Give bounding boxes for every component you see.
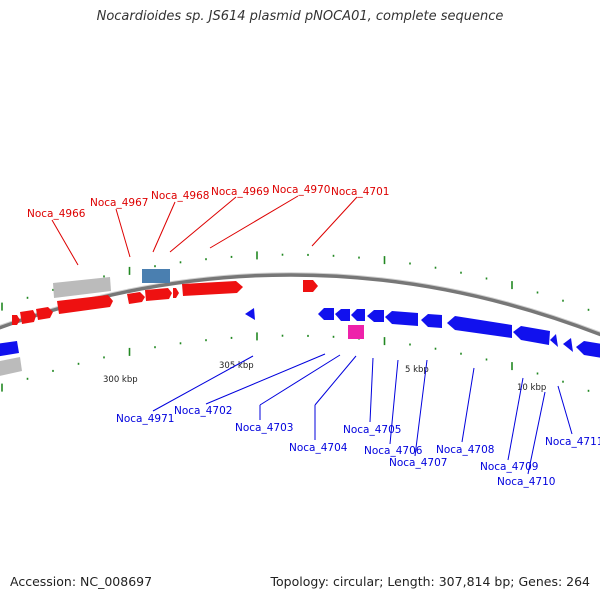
label-noca-4704[interactable]: Noca_4704 xyxy=(289,442,348,454)
label-noca-4705[interactable]: Noca_4705 xyxy=(343,424,401,436)
label-noca-4701[interactable]: Noca_4701 xyxy=(331,186,389,198)
leader-noca-4709 xyxy=(507,377,524,461)
gene-reverse[interactable] xyxy=(513,326,550,345)
gene-reverse[interactable] xyxy=(367,310,384,322)
reverse-genes xyxy=(0,308,600,358)
gene-reverse[interactable] xyxy=(335,309,350,321)
label-noca-4709[interactable]: Noca_4709 xyxy=(480,461,538,473)
label-noca-4702[interactable]: Noca_4702 xyxy=(174,405,232,417)
gene-reverse[interactable] xyxy=(318,308,334,320)
inner-tick-marks xyxy=(1,332,590,392)
gene-reverse[interactable] xyxy=(550,334,558,347)
label-noca-4707[interactable]: Noca_4707 xyxy=(389,457,447,469)
gene-reverse[interactable] xyxy=(245,308,255,320)
gene-gray-outer[interactable] xyxy=(53,277,111,298)
reverse-leaders xyxy=(152,353,573,475)
gene-forward[interactable] xyxy=(173,288,179,298)
gene-reverse[interactable] xyxy=(421,314,442,328)
forward-leaders xyxy=(51,195,358,266)
gene-forward[interactable] xyxy=(57,295,113,314)
gene-gray-inner[interactable] xyxy=(0,357,22,377)
label-noca-4971[interactable]: Noca_4971 xyxy=(116,413,174,425)
leader-noca-4711 xyxy=(557,385,573,435)
leader-noca-4704b xyxy=(314,355,357,406)
gene-reverse[interactable] xyxy=(576,341,600,358)
gene-reverse[interactable] xyxy=(0,341,19,357)
scale-label-305kbp: 305 kbp xyxy=(219,361,254,371)
leader-noca-4710 xyxy=(527,391,546,475)
label-noca-4708[interactable]: Noca_4708 xyxy=(436,444,494,456)
accession-label: Accession: NC_008697 xyxy=(10,574,153,589)
label-noca-4970[interactable]: Noca_4970 xyxy=(272,184,330,196)
leader-noca-4708 xyxy=(461,367,475,443)
leader-noca-4968 xyxy=(152,201,176,253)
gene-magenta[interactable] xyxy=(348,325,364,339)
label-noca-4969[interactable]: Noca_4969 xyxy=(211,186,269,198)
label-noca-4703[interactable]: Noca_4703 xyxy=(235,422,293,434)
label-noca-4711[interactable]: Noca_4711 xyxy=(545,436,600,448)
leader-noca-4702 xyxy=(205,353,326,405)
leader-noca-4705 xyxy=(369,357,374,423)
gene-forward[interactable] xyxy=(303,280,318,292)
leader-noca-4967 xyxy=(115,208,131,258)
label-noca-4706[interactable]: Noca_4706 xyxy=(364,445,423,457)
scale-label-300kbp: 300 kbp xyxy=(103,375,138,385)
label-noca-4968[interactable]: Noca_4968 xyxy=(151,190,209,202)
gene-steel-blue[interactable] xyxy=(142,269,170,283)
leader-noca-4969 xyxy=(169,196,237,253)
leader-noca-4703b xyxy=(259,354,341,406)
gene-forward[interactable] xyxy=(20,310,36,324)
label-noca-4966[interactable]: Noca_4966 xyxy=(27,208,86,220)
gene-reverse[interactable] xyxy=(385,311,418,326)
gene-reverse[interactable] xyxy=(351,309,365,321)
leader-noca-4707 xyxy=(414,359,428,457)
leader-noca-4701 xyxy=(311,196,358,247)
leader-noca-4966 xyxy=(51,219,79,266)
sequence-summary: Topology: circular; Length: 307,814 bp; … xyxy=(270,574,591,589)
leader-noca-4971 xyxy=(152,355,254,412)
gene-reverse[interactable] xyxy=(447,316,512,338)
gene-forward[interactable] xyxy=(127,292,145,304)
leader-noca-4706 xyxy=(389,359,399,445)
leader-noca-4970 xyxy=(209,195,299,249)
gene-reverse[interactable] xyxy=(563,338,573,352)
map-title: Nocardioides sp. JS614 plasmid pNOCA01, … xyxy=(96,9,504,24)
gene-forward[interactable] xyxy=(182,281,243,296)
gene-forward[interactable] xyxy=(36,307,53,320)
outer-tick-marks xyxy=(1,251,590,311)
gene-forward[interactable] xyxy=(12,315,20,325)
label-noca-4967[interactable]: Noca_4967 xyxy=(90,197,148,209)
scale-label-10kbp: 10 kbp xyxy=(517,383,546,393)
forward-genes xyxy=(12,280,318,325)
label-noca-4710[interactable]: Noca_4710 xyxy=(497,476,555,488)
gene-forward[interactable] xyxy=(145,288,172,301)
scale-label-5kbp: 5 kbp xyxy=(405,365,429,375)
